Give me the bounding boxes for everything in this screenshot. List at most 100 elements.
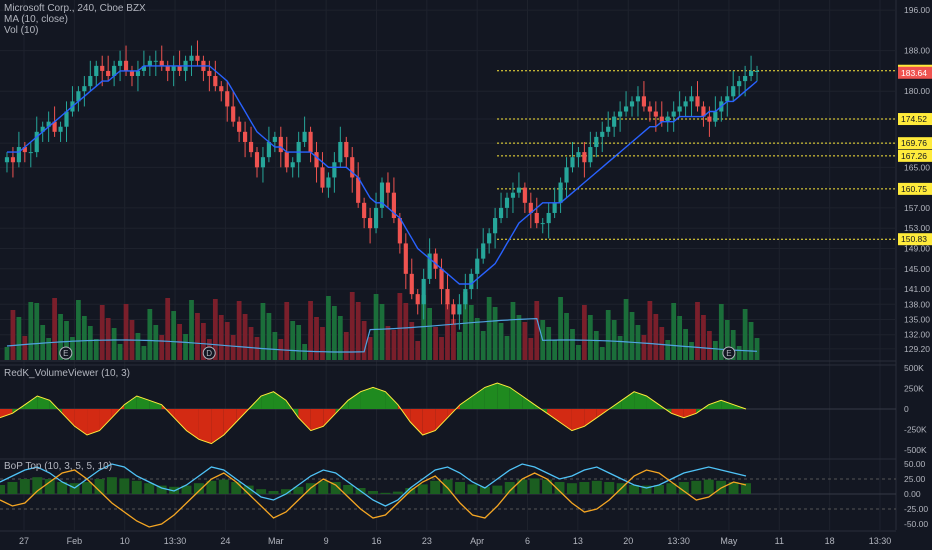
volume-viewer-area: [261, 391, 274, 409]
candle-body: [677, 106, 682, 112]
volume-viewer-area: [149, 400, 162, 409]
x-tick-label: 10: [120, 536, 130, 546]
volume-bar: [391, 330, 397, 360]
volume-viewer-area: [559, 409, 572, 431]
volume-bar: [260, 303, 266, 360]
candle-body: [397, 218, 402, 244]
candle-body: [576, 152, 581, 158]
candle-body: [457, 304, 462, 315]
x-tick-label: Feb: [67, 536, 83, 546]
candle-body: [82, 86, 87, 92]
volume-viewer-area: [721, 400, 734, 409]
volume-bar: [593, 331, 599, 360]
candle-body: [278, 136, 283, 153]
candle-body: [106, 70, 111, 77]
candle-body: [558, 182, 563, 203]
volume-bar: [730, 330, 736, 360]
candle-body: [451, 304, 456, 315]
bop-fill-bar: [330, 482, 341, 494]
candle-body: [385, 182, 391, 193]
candle-body: [225, 91, 230, 107]
level-label-box: [898, 182, 932, 195]
volume-bar: [492, 307, 498, 360]
volume-bar: [617, 336, 623, 360]
volume-viewer-area: [174, 409, 187, 431]
volume-viewer-area: [547, 409, 560, 422]
volume-bar: [141, 346, 147, 360]
volume-bar: [171, 311, 177, 360]
volume-viewer-area: [435, 409, 448, 431]
candle-body: [344, 141, 349, 158]
bop-fill-bar: [243, 485, 254, 494]
bop-fill-bar: [566, 483, 577, 494]
bop-fill-bar: [0, 485, 5, 494]
bop-fill-bar: [119, 478, 130, 494]
volume-bar: [153, 325, 159, 360]
candle-body: [302, 131, 307, 142]
candle-body: [582, 152, 587, 163]
candle-body: [368, 218, 373, 229]
candle-body: [427, 253, 432, 279]
candle-body: [52, 121, 57, 132]
volume-viewer-area: [683, 409, 697, 418]
bop-fill-bar: [504, 482, 515, 494]
volume-bar: [564, 313, 569, 360]
volume-bar: [296, 325, 302, 360]
candle-body: [445, 289, 450, 305]
candle-body: [665, 116, 670, 122]
bop-fill-bar: [7, 482, 18, 494]
y-tick-label: 149.00: [904, 243, 930, 253]
volume-viewer-area: [634, 391, 647, 409]
bop-fill-bar: [218, 479, 229, 494]
volume-bar: [326, 296, 331, 360]
bop-fill-bar: [94, 479, 105, 494]
volume-bar: [421, 295, 427, 360]
ma-line: [7, 65, 758, 285]
candle-body: [94, 65, 99, 77]
bop-fill-bar: [492, 485, 503, 494]
candle-body: [683, 101, 688, 107]
candle-body: [141, 65, 146, 71]
candle-body: [338, 141, 343, 163]
volume-viewer-area: [571, 409, 585, 431]
volume-bar: [165, 298, 171, 360]
volume-viewer-line: [0, 382, 747, 445]
y-tick-label: 188.00: [904, 46, 930, 56]
bop-fill-bar: [318, 480, 329, 494]
candle-body: [147, 60, 152, 66]
volume-viewer-area: [410, 409, 423, 435]
bop-fill-bar: [82, 482, 93, 494]
volume-bar: [510, 302, 516, 360]
bop-fill-bar: [206, 480, 217, 494]
volume-bar: [570, 329, 575, 360]
candle-body: [153, 60, 158, 62]
last-price-label: 183.64: [901, 68, 927, 78]
volume-viewer-area: [671, 409, 684, 418]
volume-bar: [349, 292, 355, 360]
event-marker-label: D: [206, 349, 212, 358]
bop-fill-bar: [19, 479, 30, 494]
x-tick-label: 16: [371, 536, 381, 546]
bop-fill-bar: [554, 482, 565, 494]
candle-body: [379, 182, 385, 208]
volume-bar: [385, 326, 391, 360]
x-tick-label: 23: [422, 536, 432, 546]
volume-bar: [712, 341, 718, 360]
volume-viewer-legend: RedK_VolumeViewer (10, 3): [4, 368, 130, 379]
candle-body: [421, 278, 426, 305]
candle-body: [695, 96, 700, 107]
bop-fill-bar: [32, 477, 43, 494]
candle-body: [213, 76, 218, 87]
bop-fill-bar: [57, 482, 68, 494]
volume-bar: [355, 302, 361, 360]
level-label-box: [898, 113, 932, 126]
bop-fill-bar: [268, 491, 279, 494]
last-price-box: [898, 66, 932, 79]
volume-bar: [605, 310, 611, 360]
volume-bar: [284, 302, 290, 360]
candle-body: [522, 187, 527, 203]
bop-fill-bar: [44, 479, 55, 494]
volume-bar: [46, 338, 52, 360]
volume-bar: [242, 314, 248, 360]
